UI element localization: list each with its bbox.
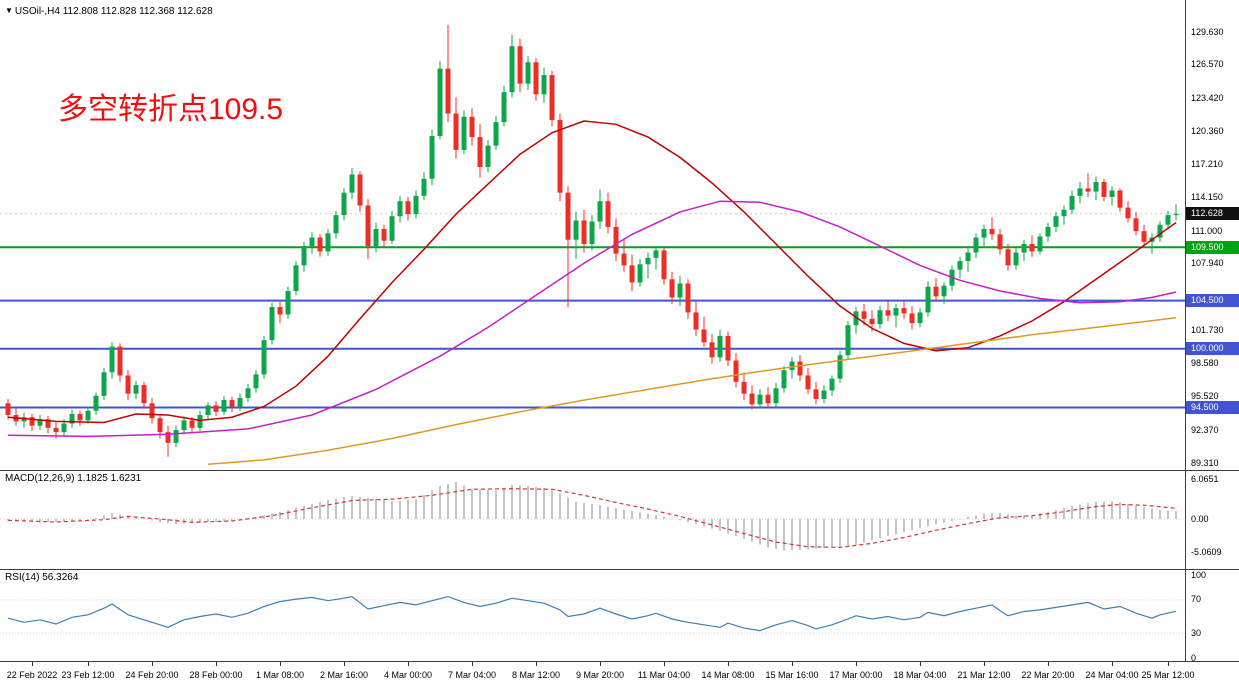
candlestick-series xyxy=(5,24,1179,457)
time-axis-tick xyxy=(344,662,345,666)
time-axis-tick xyxy=(1168,662,1169,666)
chart-shift-marker-icon: ▼ xyxy=(5,6,13,15)
time-axis-label: 17 Mar 00:00 xyxy=(829,670,883,680)
horizontal-level-lines xyxy=(0,246,1185,409)
time-axis-label: 18 Mar 04:00 xyxy=(893,670,947,680)
macd-axis-label: 0.00 xyxy=(1191,513,1209,524)
time-axis-label: 1 Mar 08:00 xyxy=(255,670,305,680)
time-axis-label: 14 Mar 08:00 xyxy=(701,670,755,680)
price-axis-separator xyxy=(1185,0,1186,661)
panel-separator-macd-rsi[interactable] xyxy=(0,569,1239,570)
level-price-badge: 104.500 xyxy=(1186,294,1239,308)
price-axis-label: 92.370 xyxy=(1191,424,1219,435)
time-axis-label: 28 Feb 00:00 xyxy=(189,670,243,680)
price-axis-label: 111.000 xyxy=(1191,225,1223,236)
time-axis-label: 2 Mar 16:00 xyxy=(319,670,369,680)
time-axis-tick xyxy=(664,662,665,666)
time-axis-tick xyxy=(1112,662,1113,666)
time-axis-tick xyxy=(536,662,537,666)
time-axis-label: 23 Feb 12:00 xyxy=(61,670,115,680)
time-axis-tick xyxy=(280,662,281,666)
price-axis-label: 129.630 xyxy=(1191,26,1224,37)
price-axis-label: 126.570 xyxy=(1191,59,1224,70)
time-axis-label: 25 Mar 12:00 xyxy=(1141,670,1195,680)
time-axis-label: 7 Mar 04:00 xyxy=(447,670,497,680)
rsi-axis-label: 70 xyxy=(1191,594,1202,605)
macd-panel-canvas[interactable] xyxy=(0,470,1185,569)
level-price-badge: 100.000 xyxy=(1186,342,1239,356)
ma-red xyxy=(7,120,1177,424)
panel-separator-rsi-time xyxy=(0,661,1239,662)
time-axis-tick xyxy=(792,662,793,666)
macd-signal-line xyxy=(7,488,1177,549)
time-axis[interactable]: 22 Feb 2022 23 Feb 12:00 24 Feb 20:00 28 Fe… xyxy=(0,662,1239,695)
time-axis-tick xyxy=(216,662,217,666)
time-axis-tick xyxy=(856,662,857,666)
time-axis-label: 11 Mar 04:00 xyxy=(637,670,691,680)
price-axis-label: 89.310 xyxy=(1191,457,1219,468)
rsi-axis-label: 30 xyxy=(1191,627,1202,638)
time-axis-label: 21 Mar 12:00 xyxy=(957,670,1011,680)
time-axis-label: 22 Feb 2022 xyxy=(6,670,58,680)
price-axis-label: 123.420 xyxy=(1191,92,1224,103)
macd-indicator-label: MACD(12,26,9) 1.1825 1.6231 xyxy=(5,473,142,484)
rsi-indicator-label: RSI(14) 56.3264 xyxy=(5,572,79,583)
time-axis-tick xyxy=(920,662,921,666)
time-axis-label: 9 Mar 20:00 xyxy=(575,670,625,680)
price-axis-label: 114.150 xyxy=(1191,191,1223,202)
price-axis-label: 117.210 xyxy=(1191,159,1223,170)
price-axis-label: 98.580 xyxy=(1191,358,1219,369)
current-price-badge: 112.628 xyxy=(1186,207,1239,221)
time-axis-label: 4 Mar 00:00 xyxy=(383,670,433,680)
price-axis[interactable]: 129.630 126.570 123.420 120.360 117.210 114.1… xyxy=(1186,0,1239,663)
time-axis-label: 24 Mar 04:00 xyxy=(1085,670,1139,680)
time-axis-tick xyxy=(408,662,409,666)
rsi-axis-label: 0 xyxy=(1191,652,1197,663)
time-axis-label: 24 Feb 20:00 xyxy=(125,670,179,680)
rsi-axis-label: 100 xyxy=(1191,569,1207,580)
time-axis-tick xyxy=(984,662,985,666)
panel-separator-main-macd[interactable] xyxy=(0,470,1239,471)
time-axis-tick xyxy=(32,662,33,666)
time-axis-label: 15 Mar 16:00 xyxy=(765,670,819,680)
time-axis-tick xyxy=(472,662,473,666)
symbol-ohlc-label: ▼ USOil-,H4 112.808 112.828 112.368 112.6… xyxy=(5,6,213,17)
level-price-badge: 109.500 xyxy=(1186,240,1239,254)
macd-axis-label: 6.0651 xyxy=(1191,473,1219,484)
time-axis-tick xyxy=(728,662,729,666)
time-axis-label: 8 Mar 12:00 xyxy=(511,670,561,680)
time-axis-tick xyxy=(152,662,153,666)
moving-average-lines xyxy=(7,120,1177,465)
ma-orange xyxy=(207,316,1177,465)
rsi-line xyxy=(7,595,1177,632)
price-axis-label: 95.520 xyxy=(1191,391,1219,402)
time-axis-tick xyxy=(1048,662,1049,666)
price-axis-label: 107.940 xyxy=(1191,258,1224,269)
ma-magenta xyxy=(7,200,1177,438)
main-chart-canvas[interactable] xyxy=(0,0,1185,470)
symbol-ohlc-text: USOil-,H4 112.808 112.828 112.368 112.62… xyxy=(14,6,213,17)
chart-annotation-text[interactable]: 多空转折点109.5 xyxy=(58,93,284,126)
time-axis-tick xyxy=(88,662,89,666)
price-axis-label: 101.730 xyxy=(1191,324,1224,335)
time-axis-tick xyxy=(600,662,601,666)
rsi-panel-canvas[interactable] xyxy=(0,569,1185,661)
macd-axis-label: -5.0609 xyxy=(1191,546,1222,557)
level-price-badge: 94.500 xyxy=(1186,401,1239,415)
time-axis-label: 22 Mar 20:00 xyxy=(1021,670,1075,680)
macd-histogram xyxy=(7,482,1177,551)
price-axis-label: 120.360 xyxy=(1191,125,1224,136)
